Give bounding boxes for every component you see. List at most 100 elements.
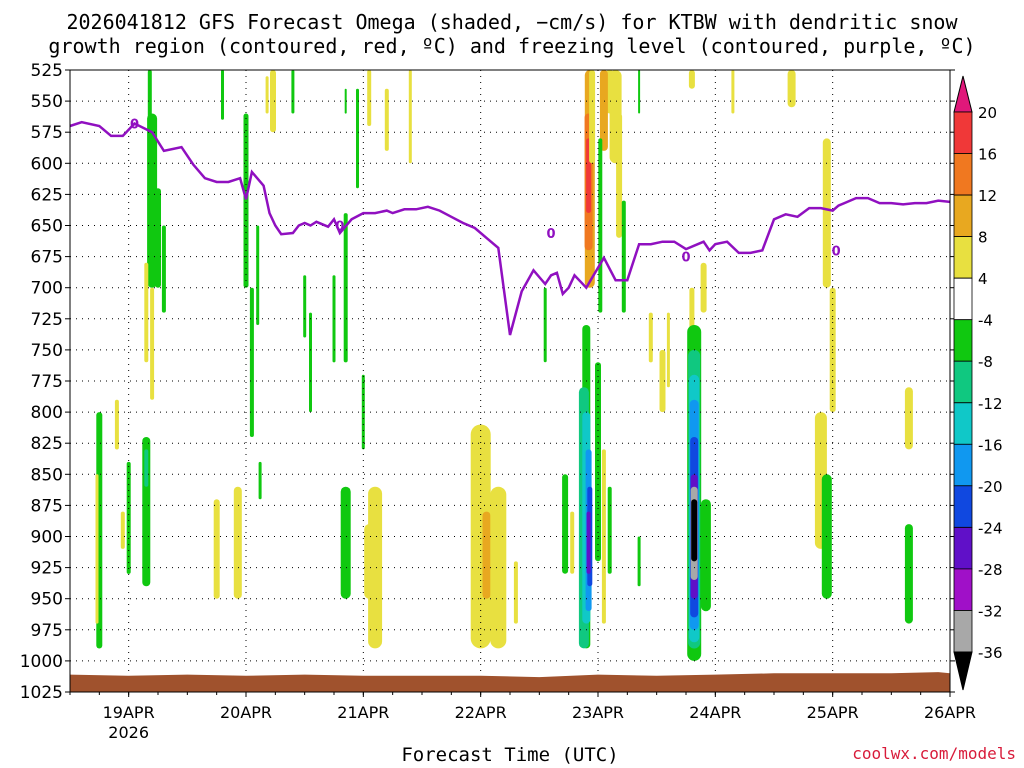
colorbar-segment — [953, 111, 973, 154]
omega-blob — [822, 138, 831, 288]
colorbar-segment — [953, 319, 973, 362]
colorbar-label: -36 — [978, 644, 1003, 662]
colorbar-label: 20 — [978, 104, 997, 122]
omega-blob — [144, 262, 149, 363]
y-tick-label: 700 — [31, 279, 63, 299]
y-tick-label: 675 — [31, 248, 63, 268]
credit-link[interactable]: coolwx.com/models — [852, 744, 1016, 763]
y-tick-label: 650 — [31, 217, 63, 237]
freezing-level-label: 0 — [681, 251, 690, 266]
omega-blob — [904, 524, 913, 624]
omega-blob — [490, 486, 507, 649]
omega-blob — [621, 200, 626, 313]
omega-blob — [562, 474, 569, 574]
freezing-level-label: 0 — [547, 227, 556, 242]
x-axis-label: Forecast Time (UTC) — [401, 744, 619, 766]
x-year-label: 2026 — [108, 723, 149, 742]
omega-blob — [607, 486, 612, 574]
omega-shading — [95, 70, 913, 661]
omega-blob — [340, 486, 351, 599]
y-tick-label: 875 — [31, 496, 63, 516]
y-tick-label: 850 — [31, 465, 63, 485]
omega-blob — [616, 113, 623, 238]
colorbar-segment — [953, 610, 973, 653]
omega-blob — [343, 213, 348, 363]
y-tick-label: 725 — [31, 310, 63, 330]
omega-blob — [688, 70, 695, 89]
omega-blob — [637, 536, 641, 587]
colorbar-label: 8 — [978, 229, 988, 247]
x-tick-label: 19APR — [103, 703, 155, 722]
omega-blob — [356, 88, 359, 189]
omega-blob — [648, 312, 653, 363]
omega-blob — [598, 138, 603, 313]
colorbar-bottom-arrow — [953, 651, 973, 691]
y-tick-label: 750 — [31, 341, 63, 361]
freezing-level-contour: 0 0 0 0 0 — [70, 117, 950, 336]
omega-blob — [144, 449, 149, 487]
freezing-level-line — [70, 120, 950, 336]
freezing-level-label: 0 — [335, 220, 344, 235]
colorbar-label: 16 — [978, 146, 997, 164]
terrain-fill — [70, 672, 950, 692]
omega-blob — [221, 70, 224, 120]
freezing-level-label: 0 — [130, 117, 139, 132]
omega-blob — [270, 70, 276, 133]
omega-blob — [120, 511, 125, 549]
y-tick-label: 625 — [31, 185, 63, 205]
omega-blob — [309, 312, 312, 413]
x-tick-label: 20APR — [220, 703, 272, 722]
colorbar-label: -32 — [978, 602, 1003, 620]
time-axis: 19APR 20APR 21APR 22APR 23APR 24APR 25APR 26APR… — [69, 692, 976, 742]
omega-blob — [161, 225, 166, 313]
x-tick-label: 22APR — [455, 703, 507, 722]
colorbar-top-arrow — [953, 75, 973, 113]
terrain-band — [70, 672, 950, 692]
omega-blob — [595, 362, 601, 562]
omega-blob — [691, 499, 698, 562]
omega-blob — [155, 188, 161, 288]
omega-blob — [249, 287, 254, 437]
omega-blob — [303, 275, 307, 338]
omega-blob — [126, 461, 131, 574]
omega-blob — [599, 70, 608, 151]
omega-blob — [513, 561, 518, 624]
omega-blob — [256, 225, 260, 325]
colorbar-label: 12 — [978, 187, 997, 205]
omega-blob — [233, 486, 242, 599]
colorbar-label: -20 — [978, 478, 1003, 496]
y-tick-label: 950 — [31, 590, 63, 610]
omega-blob — [367, 70, 372, 126]
omega-blob — [904, 387, 913, 450]
y-tick-label: 550 — [31, 92, 63, 112]
omega-blob — [95, 474, 99, 624]
omega-blob — [570, 511, 575, 574]
omega-blob — [700, 262, 707, 313]
omega-blob — [586, 511, 591, 574]
omega-blob — [213, 499, 220, 599]
x-tick-label: 25APR — [807, 703, 859, 722]
colorbar-segment — [953, 402, 973, 445]
omega-blob — [243, 113, 249, 288]
colorbar-segment — [953, 527, 973, 570]
omega-blob — [700, 499, 711, 612]
x-tick-label: 21APR — [337, 703, 389, 722]
omega-blob — [787, 70, 796, 108]
x-tick-label: 24APR — [689, 703, 741, 722]
colorbar-segment — [953, 153, 973, 196]
y-tick-label: 575 — [31, 123, 63, 143]
y-tick-label: 975 — [31, 621, 63, 641]
omega-blob — [114, 399, 119, 450]
y-tick-label: 600 — [31, 154, 63, 174]
omega-blob — [731, 70, 735, 114]
y-tick-label: 925 — [31, 559, 63, 579]
colorbar-segment — [953, 277, 973, 321]
colorbar-label: -24 — [978, 519, 1003, 537]
y-tick-label: 525 — [31, 61, 63, 81]
colorbar-segment — [953, 443, 973, 487]
colorbar-segment — [953, 485, 973, 528]
chart-title-line-2: growth region (contoured, red, ºC) and f… — [48, 34, 976, 58]
omega-blob — [384, 88, 389, 151]
colorbar-segment — [953, 568, 973, 611]
y-tick-label: 1025 — [20, 683, 63, 703]
